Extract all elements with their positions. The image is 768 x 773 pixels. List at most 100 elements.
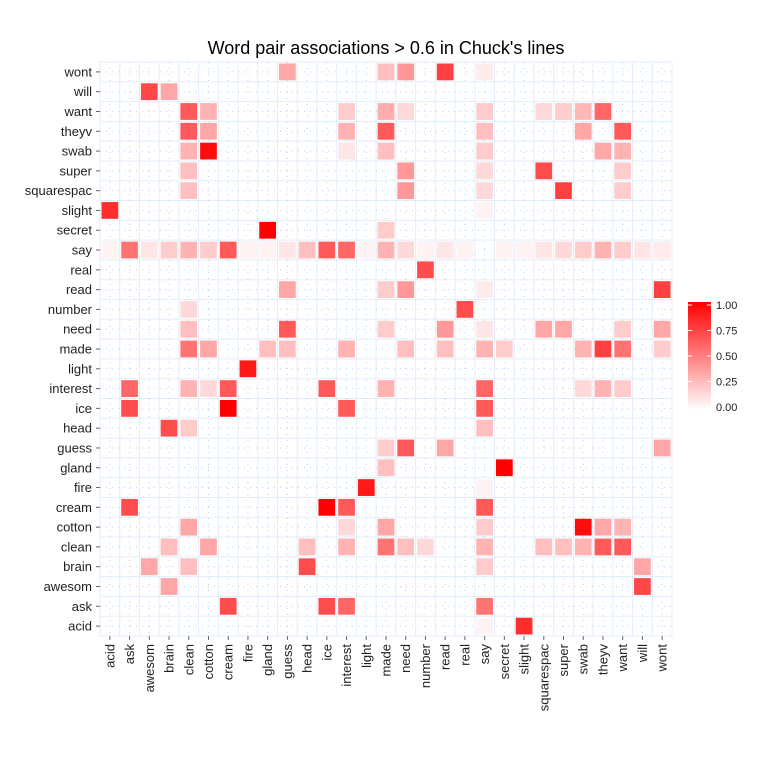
- heatmap-cell: [338, 518, 355, 536]
- x-tick-label: ask: [122, 644, 137, 665]
- heatmap-cell: [121, 498, 138, 516]
- legend-tick-label: 0.00: [716, 402, 737, 414]
- heatmap-cell: [436, 241, 454, 259]
- x-tick-label: head: [300, 644, 315, 673]
- heatmap-cell: [614, 182, 632, 200]
- x-tick-label: made: [379, 644, 394, 677]
- heatmap-cell: [614, 340, 632, 358]
- x-tick-label: interest: [339, 644, 354, 687]
- heatmap-cell: [535, 241, 553, 259]
- heatmap-cell: [634, 241, 651, 259]
- heatmap-cell: [574, 241, 592, 259]
- heatmap-cell: [357, 241, 375, 259]
- heatmap-cell: [318, 498, 336, 516]
- heatmap-cell: [357, 479, 375, 496]
- heatmap-cell: [338, 597, 355, 615]
- x-tick-label: wont: [655, 644, 670, 673]
- heatmap-cell: [555, 320, 572, 338]
- heatmap-cell: [219, 241, 237, 259]
- heatmap-cell: [476, 380, 493, 397]
- y-tick-label: squarespac: [25, 183, 93, 198]
- heatmap-cell: [417, 261, 434, 279]
- heatmap-cell: [594, 142, 612, 160]
- y-tick-label: will: [73, 84, 92, 99]
- y-tick-label: read: [66, 282, 92, 297]
- heatmap-cell: [397, 439, 415, 457]
- heatmap-cell: [160, 578, 178, 595]
- heatmap-cell: [180, 340, 198, 358]
- x-tick-label: cream: [221, 644, 236, 680]
- legend-tick-label: 1.00: [716, 300, 737, 312]
- y-tick-label: guess: [57, 440, 92, 455]
- y-tick-label: say: [72, 243, 93, 258]
- heatmap-cell: [653, 340, 671, 358]
- heatmap-cell: [515, 241, 533, 259]
- heatmap-cell: [614, 380, 632, 397]
- heatmap-cell: [614, 538, 632, 556]
- heatmap-cell: [338, 340, 355, 358]
- heatmap-cell: [279, 241, 296, 259]
- heatmap-cell: [397, 103, 415, 120]
- y-tick-label: secret: [57, 223, 93, 238]
- heatmap-cell: [476, 479, 493, 496]
- heatmap-cell: [377, 103, 395, 120]
- heatmap-cell: [180, 103, 198, 120]
- heatmap-cell: [476, 122, 493, 140]
- heatmap-cell: [121, 241, 138, 259]
- x-tick-label: secret: [497, 644, 512, 680]
- heatmap-cell: [397, 340, 415, 358]
- legend-tick-label: 0.50: [716, 351, 737, 363]
- heatmap-cell: [436, 63, 454, 81]
- heatmap-cell: [574, 518, 592, 536]
- heatmap-cell: [298, 538, 316, 556]
- heatmap-cell: [121, 399, 138, 417]
- heatmap-cell: [200, 340, 217, 358]
- heatmap-cell: [436, 340, 454, 358]
- heatmap-cell: [180, 182, 198, 200]
- heatmap-cell: [476, 419, 493, 437]
- heatmap-cell: [318, 241, 336, 259]
- heatmap-cell: [338, 103, 355, 120]
- heatmap-cell: [476, 182, 493, 200]
- heatmap-cell: [515, 617, 533, 635]
- heatmap-cell: [377, 241, 395, 259]
- y-tick-label: super: [59, 163, 92, 178]
- heatmap-cell: [279, 63, 296, 81]
- heatmap-cell: [634, 558, 651, 576]
- y-tick-label: number: [48, 302, 93, 317]
- heatmap-cell: [239, 360, 257, 378]
- chart-title: Word pair associations > 0.6 in Chuck's …: [208, 38, 565, 58]
- heatmap-cell: [180, 142, 198, 160]
- heatmap-cell: [476, 340, 493, 358]
- heatmap-cells: [101, 63, 671, 635]
- x-tick-label: cotton: [201, 644, 216, 679]
- y-tick-label: interest: [49, 381, 92, 396]
- x-tick-label: ice: [319, 644, 334, 661]
- heatmap-cell: [377, 63, 395, 81]
- x-tick-label: number: [418, 643, 433, 688]
- y-tick-label: need: [63, 322, 92, 337]
- heatmap-cell: [594, 518, 612, 536]
- heatmap-cell: [200, 538, 217, 556]
- x-tick-label: fire: [240, 644, 255, 662]
- heatmap-cell: [397, 281, 415, 299]
- heatmap-cell: [377, 221, 395, 239]
- heatmap-cell: [279, 320, 296, 338]
- x-tick-label: swab: [576, 644, 591, 674]
- heatmap-cell: [200, 241, 217, 259]
- heatmap-cell: [140, 558, 158, 576]
- heatmap-cell: [377, 439, 395, 457]
- heatmap-cell: [653, 281, 671, 299]
- heatmap-cell: [476, 617, 493, 635]
- heatmap-cell: [101, 241, 119, 259]
- heatmap-cell: [476, 320, 493, 338]
- y-tick-label: gland: [60, 460, 92, 475]
- heatmap-cell: [594, 103, 612, 120]
- heatmap-cell: [140, 241, 158, 259]
- heatmap-cell: [219, 399, 237, 417]
- heatmap-cell: [338, 241, 355, 259]
- heatmap-cell: [298, 558, 316, 576]
- heatmap-cell: [200, 103, 217, 120]
- heatmap-cell: [614, 518, 632, 536]
- heatmap-cell: [259, 241, 277, 259]
